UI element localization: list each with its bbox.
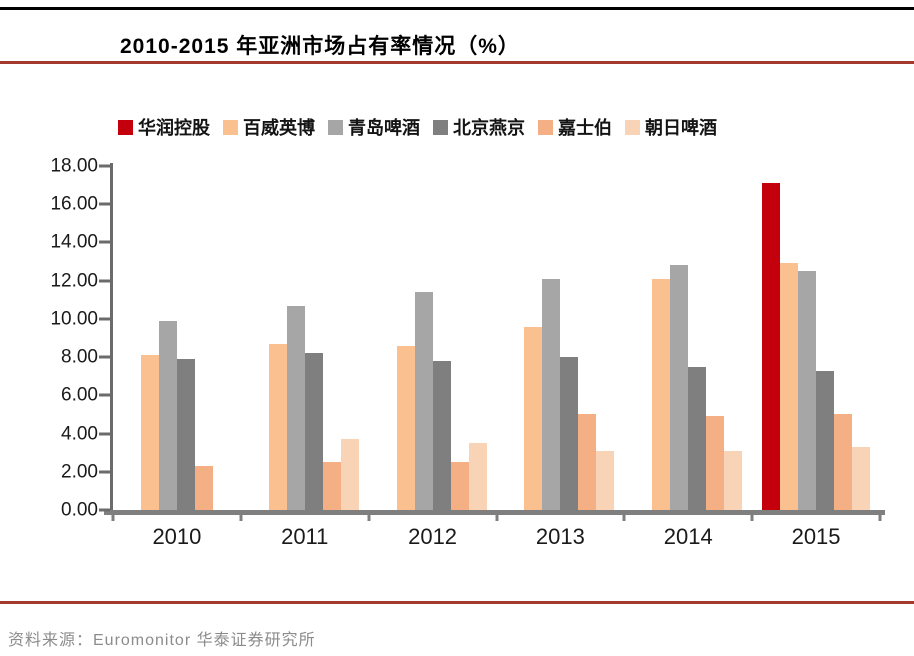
x-axis-tick [111,515,115,521]
legend-swatch-icon [118,119,133,135]
bar-2012 [432,360,451,510]
y-axis-tick-label: 2.00 [61,461,98,483]
y-axis-tick-label: 14.00 [50,231,98,253]
x-axis-labels: 2010 2011 2012 2013 2014 2015 [113,524,880,550]
bar-2010 [140,355,159,510]
x-axis-tick [367,515,371,521]
y-axis-tick [99,240,110,244]
bar-2015 [780,263,799,510]
bar-2015 [834,414,853,510]
bar-2011 [322,462,341,510]
bar-2011 [304,353,323,510]
legend-label: 朝日啤酒 [645,118,717,138]
x-axis-tick [622,515,626,521]
bar-2011 [286,305,305,510]
y-axis-tick [99,164,110,168]
chart-title: 2010-2015 年亚洲市场占有率情况（%） [120,35,520,58]
bar-2010 [158,320,177,510]
legend-swatch-icon [223,119,238,135]
bar-group-2011 [241,166,369,510]
title-underline [0,61,914,64]
x-axis-tick [878,515,882,521]
x-axis-tick [750,515,754,521]
y-axis-tick [99,317,110,321]
bar-2013 [542,278,561,510]
legend-swatch-icon [538,119,553,135]
x-axis-label: 2010 [152,524,202,549]
y-axis-tick [99,470,110,474]
x-axis-label: 2015 [791,524,841,549]
bar-group-2012 [369,166,497,510]
bar-2011 [340,439,359,510]
top-divider [0,7,914,10]
y-axis-tick-label: 18.00 [50,155,98,177]
legend-label: 华润控股 [138,118,210,138]
bar-2015 [798,271,817,510]
x-axis-label: 2011 [281,524,329,549]
footer-divider [0,601,914,604]
bar-2014 [724,450,743,510]
y-axis-tick-label: 10.00 [50,308,98,330]
bar-group-2013 [496,166,624,510]
bar-2014 [670,265,689,510]
bar-2015 [852,446,871,510]
bar-2012 [414,292,433,510]
x-axis-label: 2012 [408,524,458,549]
legend-item: 朝日啤酒 [625,114,717,140]
bar-group-2014 [624,166,752,510]
legend-item: 百威英博 [223,114,315,140]
y-axis [110,163,113,510]
bar-2014 [706,416,725,510]
x-axis-label: 2013 [535,524,585,549]
legend-swatch-icon [328,119,343,135]
legend-swatch-icon [433,119,448,135]
y-axis-tick-label: 12.00 [50,270,98,292]
bar-2010 [176,359,195,510]
bar-2012 [468,443,487,510]
bar-group-2010 [113,166,241,510]
chart-legend: 华润控股 百威英博 青岛啤酒 北京燕京 嘉士伯 朝日啤酒 [118,116,717,138]
source-note: 资料来源：Euromonitor 华泰证券研究所 [8,632,316,649]
legend-label: 嘉士伯 [558,118,612,138]
y-axis-labels: 0.00 2.00 4.00 6.00 8.00 10.00 12.00 14.00 16.00… [0,157,98,520]
bar-2013 [578,414,597,510]
bar-2015 [762,183,781,510]
bar-2013 [524,326,543,510]
y-axis-tick [99,508,110,512]
y-axis-tick-label: 6.00 [61,384,98,406]
y-axis-tick [99,279,110,283]
y-axis-tick [99,202,110,206]
bar-2013 [596,450,615,510]
bar-2012 [450,462,469,510]
x-axis [104,510,885,515]
y-axis-tick [99,393,110,397]
y-axis-tick [99,355,110,359]
bar-2011 [268,343,287,510]
x-axis-label: 2014 [663,524,713,549]
legend-item: 北京燕京 [433,114,525,140]
legend-label: 百威英博 [243,118,315,138]
legend-label: 青岛啤酒 [348,118,420,138]
bar-2014 [688,366,707,510]
legend-item: 嘉士伯 [538,114,612,140]
plot-area [113,166,880,510]
y-axis-tick-label: 16.00 [50,193,98,215]
legend-item: 华润控股 [118,114,210,140]
legend-label: 北京燕京 [453,118,525,138]
x-axis-tick [495,515,498,521]
x-axis-tick [239,515,243,521]
y-axis-tick-label: 8.00 [61,346,98,368]
bar-2015 [816,370,835,510]
bar-2013 [560,357,579,510]
legend-swatch-icon [625,119,640,135]
y-axis-tick-label: 4.00 [61,423,98,445]
bar-2010 [194,466,213,510]
bar-2014 [652,278,671,510]
bar-group-2015 [752,166,880,510]
legend-item: 青岛啤酒 [328,114,420,140]
bar-2012 [396,345,415,510]
y-axis-tick-label: 0.00 [61,499,98,521]
y-axis-tick [99,432,110,436]
